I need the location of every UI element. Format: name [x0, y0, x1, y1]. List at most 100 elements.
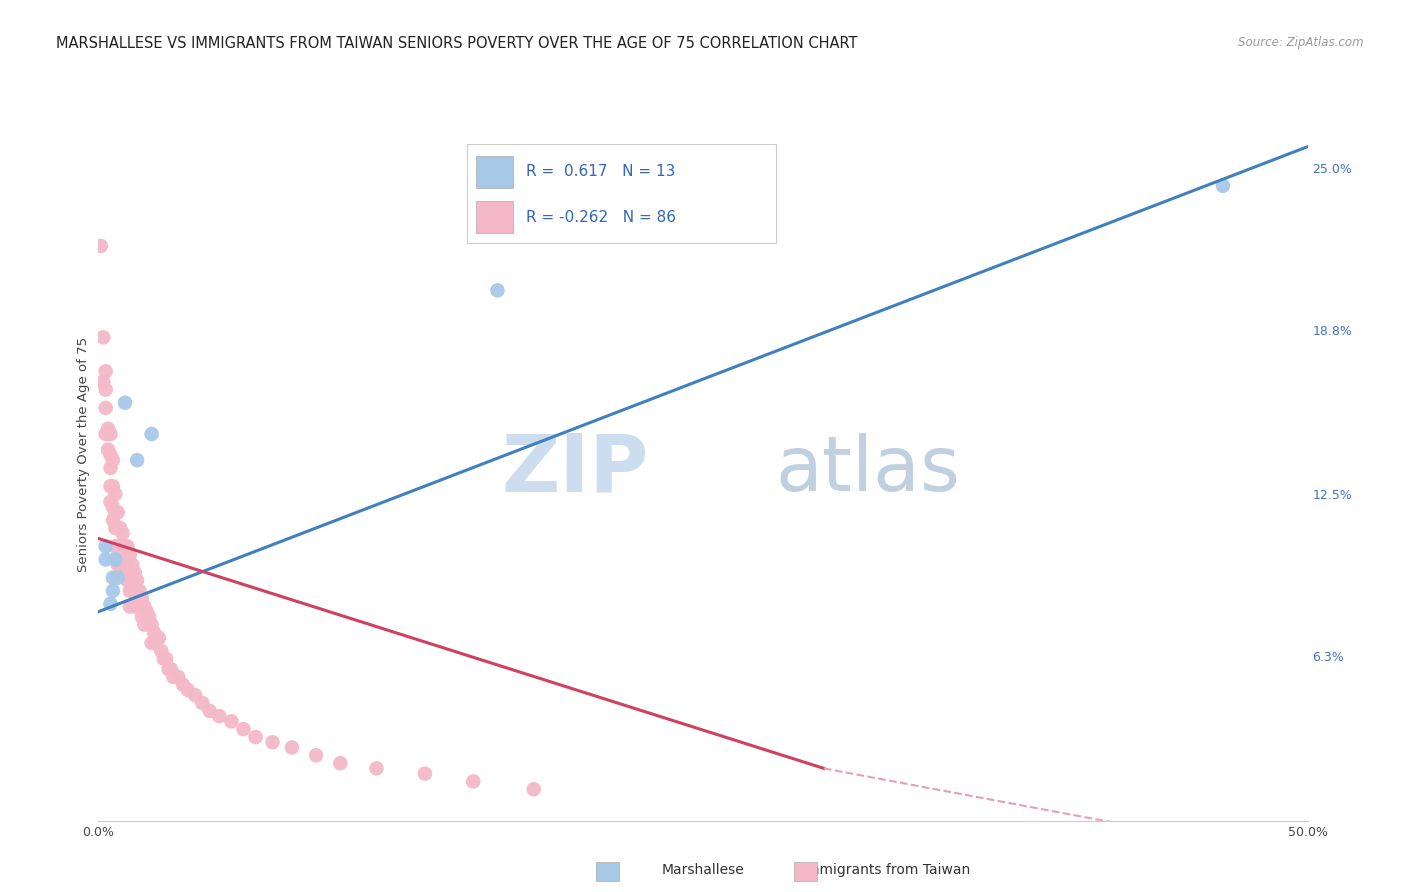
Point	[118, 547, 141, 561]
Point	[117, 558, 139, 572]
Point	[134, 617, 156, 632]
Point	[104, 552, 127, 566]
Point	[111, 526, 134, 541]
Text: MARSHALLESE VS IMMIGRANTS FROM TAIWAN SENIORS POVERTY OVER THE AGE OF 75 CORRELA: MARSHALLESE VS IMMIGRANTS FROM TAIWAN SE…	[56, 36, 858, 51]
Point	[121, 574, 143, 588]
Point	[107, 539, 129, 553]
Point	[128, 583, 150, 598]
Point	[97, 422, 120, 436]
Point	[221, 714, 243, 729]
Point	[101, 453, 124, 467]
Point	[329, 756, 352, 771]
Point	[94, 401, 117, 415]
Point	[124, 583, 146, 598]
Point	[167, 670, 190, 684]
Point	[127, 591, 149, 606]
Point	[262, 735, 284, 749]
Point	[100, 479, 122, 493]
Point	[94, 552, 117, 566]
Point	[148, 631, 170, 645]
Point	[101, 500, 124, 515]
Point	[128, 599, 150, 614]
Point	[101, 583, 124, 598]
Point	[177, 683, 200, 698]
Point	[141, 636, 163, 650]
Point	[97, 442, 120, 457]
Point	[108, 558, 131, 572]
Point	[104, 539, 127, 553]
Point	[94, 364, 117, 378]
Point	[208, 709, 231, 723]
Point	[191, 696, 214, 710]
Point	[160, 662, 183, 676]
Point	[107, 521, 129, 535]
Point	[104, 487, 127, 501]
Point	[463, 774, 485, 789]
Point	[134, 599, 156, 614]
Point	[127, 574, 149, 588]
Point	[141, 427, 163, 442]
Point	[172, 678, 194, 692]
Point	[143, 625, 166, 640]
Point	[152, 651, 174, 665]
Point	[108, 521, 131, 535]
Point	[94, 383, 117, 397]
Point	[145, 636, 167, 650]
Text: ZIP: ZIP	[502, 431, 648, 508]
Point	[101, 571, 124, 585]
Text: Source: ZipAtlas.com: Source: ZipAtlas.com	[1239, 36, 1364, 49]
Point	[114, 539, 136, 553]
Point	[90, 239, 112, 253]
Point	[232, 723, 254, 737]
Y-axis label: Seniors Poverty Over the Age of 75: Seniors Poverty Over the Age of 75	[77, 337, 90, 573]
Point	[101, 479, 124, 493]
Point	[1212, 178, 1234, 193]
Point	[127, 453, 149, 467]
Point	[155, 651, 177, 665]
Point	[100, 427, 122, 442]
Point	[131, 591, 153, 606]
Point	[366, 761, 388, 775]
Point	[91, 330, 114, 344]
Point	[104, 552, 127, 566]
Point	[150, 644, 173, 658]
Text: atlas: atlas	[776, 433, 960, 507]
Text: Marshallese: Marshallese	[662, 863, 744, 877]
Point	[118, 583, 141, 598]
Point	[111, 566, 134, 580]
Point	[107, 505, 129, 519]
Point	[523, 782, 546, 797]
Point	[198, 704, 221, 718]
Point	[135, 605, 157, 619]
Point	[114, 558, 136, 572]
Point	[121, 558, 143, 572]
Point	[138, 610, 160, 624]
Point	[141, 617, 163, 632]
Point	[100, 448, 122, 462]
Point	[118, 599, 141, 614]
Point	[118, 566, 141, 580]
Point	[124, 566, 146, 580]
Point	[107, 571, 129, 585]
Point	[101, 513, 124, 527]
Point	[100, 597, 122, 611]
Point	[100, 461, 122, 475]
Point	[281, 740, 304, 755]
Point	[104, 521, 127, 535]
Text: Immigrants from Taiwan: Immigrants from Taiwan	[801, 863, 970, 877]
Point	[94, 427, 117, 442]
Point	[305, 748, 328, 763]
Point	[114, 395, 136, 409]
Point	[486, 284, 509, 298]
Point	[100, 495, 122, 509]
Point	[111, 544, 134, 558]
Point	[131, 610, 153, 624]
Point	[94, 539, 117, 553]
Point	[157, 662, 180, 676]
Point	[104, 505, 127, 519]
Point	[245, 730, 267, 744]
Point	[117, 539, 139, 553]
Point	[108, 539, 131, 553]
Point	[107, 558, 129, 572]
Point	[162, 670, 184, 684]
